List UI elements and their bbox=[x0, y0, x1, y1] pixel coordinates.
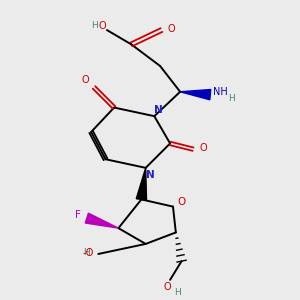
Text: NH: NH bbox=[213, 87, 228, 97]
Text: N: N bbox=[146, 170, 154, 180]
Text: H: H bbox=[228, 94, 235, 103]
Text: F: F bbox=[75, 210, 81, 220]
Text: O: O bbox=[99, 21, 106, 31]
Polygon shape bbox=[85, 213, 118, 228]
Text: O: O bbox=[82, 75, 89, 85]
Polygon shape bbox=[180, 89, 211, 100]
Text: N: N bbox=[154, 105, 163, 116]
Text: -O: -O bbox=[82, 248, 94, 257]
Text: H: H bbox=[174, 288, 181, 297]
Text: O: O bbox=[178, 197, 186, 207]
Text: H: H bbox=[91, 21, 98, 30]
Text: O: O bbox=[168, 24, 175, 34]
Text: O: O bbox=[199, 143, 207, 153]
Text: H: H bbox=[83, 248, 90, 257]
Polygon shape bbox=[136, 168, 146, 200]
Text: O: O bbox=[164, 282, 171, 292]
